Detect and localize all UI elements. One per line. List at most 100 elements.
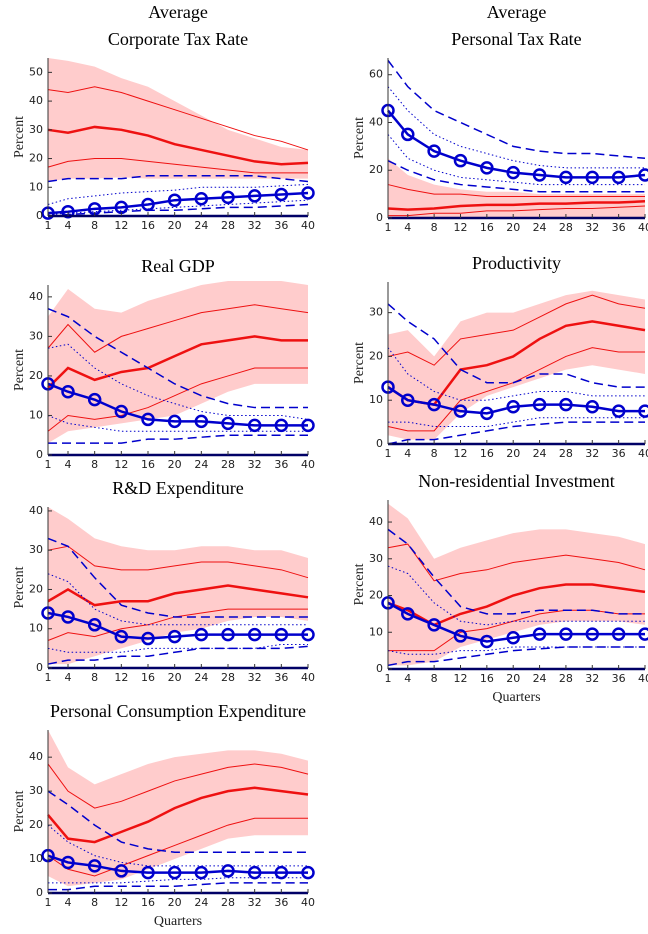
series-line xyxy=(47,183,309,205)
marker xyxy=(87,859,102,873)
series-line xyxy=(387,421,645,445)
y-tick-label: 0 xyxy=(36,661,43,674)
y-tick-label: 20 xyxy=(369,589,383,602)
x-tick-label: 12 xyxy=(453,672,467,685)
marker xyxy=(638,168,648,182)
y-tick-label: 40 xyxy=(29,750,43,763)
marker xyxy=(87,618,102,632)
series-line xyxy=(387,200,646,211)
panel: Average Corporate Tax Rate Percent 0 10 20 30 4… xyxy=(12,2,315,232)
x-tick-label: 12 xyxy=(114,896,128,909)
x-tick-label: 40 xyxy=(638,221,648,234)
x-tick-label: 32 xyxy=(248,458,262,471)
y-tick-label: 30 xyxy=(29,123,43,136)
x-tick-label: 36 xyxy=(612,447,626,460)
marker xyxy=(61,855,75,870)
y-tick-label: 40 xyxy=(369,115,383,128)
series-line xyxy=(47,790,308,853)
x-tick-label: 16 xyxy=(480,221,494,234)
x-tick-label: 1 xyxy=(45,671,52,684)
marker xyxy=(61,610,75,624)
marker xyxy=(532,168,547,182)
panel-title: Non-residential Investment xyxy=(418,471,614,491)
x-tick-label: 28 xyxy=(221,219,235,232)
x-tick-label: 4 xyxy=(404,221,411,234)
y-tick-label: 30 xyxy=(369,306,383,319)
series-line xyxy=(387,294,646,366)
x-tick-label: 4 xyxy=(404,447,411,460)
x-tick-label: 40 xyxy=(638,447,648,460)
x-tick-label: 1 xyxy=(385,672,392,685)
x-tick-label: 12 xyxy=(114,671,128,684)
series-line xyxy=(47,786,309,844)
y-axis-label: Percent xyxy=(352,563,367,605)
y-tick-label: 10 xyxy=(29,180,43,193)
marker xyxy=(427,397,441,412)
x-tick-label: 36 xyxy=(274,219,288,232)
series-line xyxy=(387,59,646,160)
x-tick-label: 1 xyxy=(385,221,392,234)
x-tick-label: 32 xyxy=(248,896,262,909)
marker xyxy=(585,170,600,185)
series-line xyxy=(47,415,308,432)
marker xyxy=(167,865,182,880)
y-tick-label: 30 xyxy=(369,552,383,565)
marker xyxy=(532,627,547,641)
x-tick-label: 36 xyxy=(274,671,288,684)
y-tick-label: 20 xyxy=(29,818,43,831)
marker xyxy=(401,607,415,621)
panel-title: Personal Tax Rate xyxy=(451,29,581,49)
x-tick-label: 36 xyxy=(274,458,288,471)
x-tick-label: 16 xyxy=(141,219,155,232)
y-tick-label: 20 xyxy=(369,349,383,362)
x-tick-label: 16 xyxy=(141,671,155,684)
series-line xyxy=(47,817,308,877)
x-tick-label: 16 xyxy=(480,447,494,460)
marker xyxy=(301,418,315,433)
marker xyxy=(611,627,626,641)
marker xyxy=(61,384,75,399)
marker xyxy=(301,186,315,200)
series-line xyxy=(387,528,645,615)
confidence-band xyxy=(48,281,308,444)
marker xyxy=(506,165,520,180)
marker xyxy=(301,865,315,880)
x-tick-label: 32 xyxy=(248,219,262,232)
x-axis-label: Quarters xyxy=(154,914,202,929)
x-tick-label: 1 xyxy=(385,447,392,460)
x-tick-label: 24 xyxy=(194,671,208,684)
x-tick-label: 16 xyxy=(480,672,494,685)
marker xyxy=(247,865,262,880)
panel-title: Real GDP xyxy=(141,256,215,276)
y-tick-label: 30 xyxy=(29,784,43,797)
y-tick-label: 10 xyxy=(29,852,43,865)
y-tick-label: 40 xyxy=(29,504,43,517)
x-tick-label: 1 xyxy=(45,458,52,471)
series-line xyxy=(47,199,309,216)
marker xyxy=(585,627,600,641)
confidence-band xyxy=(48,58,308,182)
x-tick-label: 4 xyxy=(65,671,72,684)
series-line xyxy=(47,175,309,183)
marker xyxy=(247,189,262,203)
panel-title: Productivity xyxy=(472,253,561,273)
panel-title: Personal Consumption Expenditure xyxy=(50,701,306,721)
marker xyxy=(141,197,155,212)
x-tick-label: 8 xyxy=(431,672,438,685)
x-tick-label: 20 xyxy=(168,219,182,232)
marker xyxy=(221,190,235,205)
x-tick-label: 40 xyxy=(301,671,315,684)
x-tick-label: 16 xyxy=(141,896,155,909)
y-axis-label: Percent xyxy=(12,116,27,158)
marker xyxy=(141,631,155,646)
series-line xyxy=(388,609,645,652)
confidence-band xyxy=(48,507,308,665)
y-tick-label: 0 xyxy=(36,209,43,222)
confidence-band xyxy=(388,503,645,666)
marker xyxy=(194,414,209,429)
series-line xyxy=(387,109,646,179)
series-line xyxy=(47,545,309,579)
marker xyxy=(194,192,209,206)
x-tick-label: 36 xyxy=(612,221,626,234)
